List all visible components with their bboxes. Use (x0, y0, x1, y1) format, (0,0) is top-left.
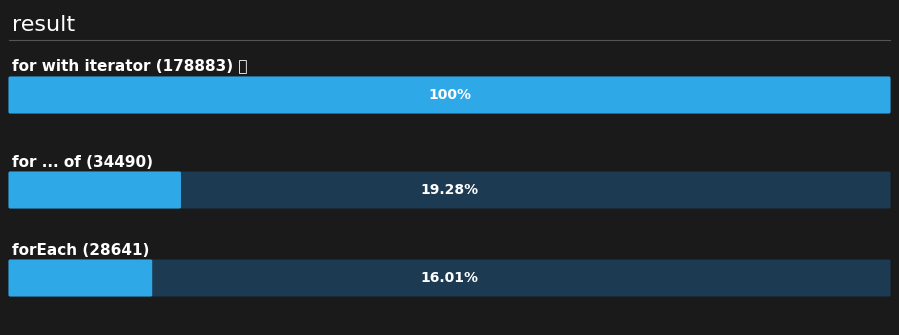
Text: forEach (28641): forEach (28641) (12, 243, 149, 258)
FancyBboxPatch shape (8, 260, 891, 296)
FancyBboxPatch shape (8, 260, 152, 296)
Text: 100%: 100% (428, 88, 471, 102)
Text: result: result (12, 15, 76, 35)
Text: for with iterator (178883) 🏆: for with iterator (178883) 🏆 (12, 58, 247, 73)
FancyBboxPatch shape (8, 172, 891, 208)
Text: for ... of (34490): for ... of (34490) (12, 155, 153, 170)
FancyBboxPatch shape (8, 76, 891, 114)
Text: 19.28%: 19.28% (421, 183, 478, 197)
FancyBboxPatch shape (8, 172, 181, 208)
Text: 16.01%: 16.01% (421, 271, 478, 285)
FancyBboxPatch shape (8, 76, 891, 114)
